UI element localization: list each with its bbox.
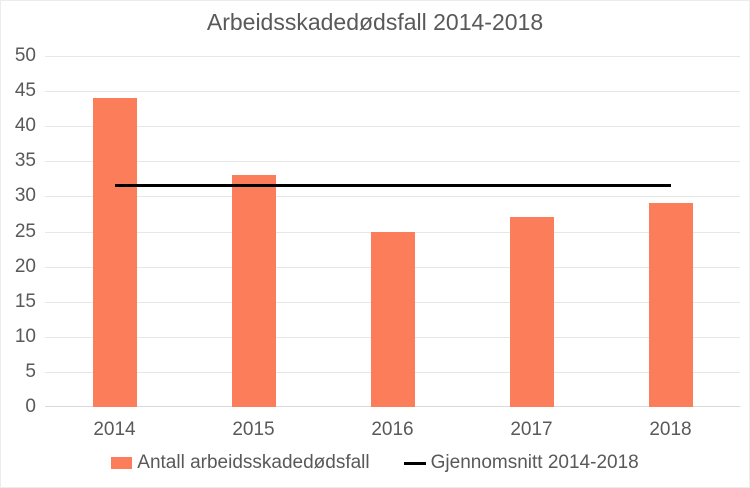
bar-2018: [648, 203, 693, 407]
x-tick-label-2015: 2015: [232, 419, 275, 440]
x-tick-label-2018: 2018: [649, 419, 692, 440]
bar-2016: [370, 231, 415, 407]
plot-area: [45, 56, 740, 407]
gridline-50: [45, 56, 740, 57]
y-tick-label-0: 0: [25, 396, 36, 417]
y-tick-label-50: 50: [14, 45, 36, 66]
y-tick-label-30: 30: [14, 185, 36, 207]
chart-title: Arbeidsskadedødsfall 2014-2018: [206, 9, 544, 35]
y-tick-label-25: 25: [14, 220, 36, 242]
x-axis: 2014 2015 2016 2017 2018: [45, 417, 740, 443]
legend-bar-swatch-icon: [111, 457, 133, 469]
gridline-45: [45, 91, 740, 93]
legend: Antall arbeidsskadedødsfall Gjennomsnitt…: [0, 452, 750, 474]
bar-2015: [231, 175, 276, 407]
x-tick-label-2016: 2016: [371, 419, 414, 440]
y-tick-label-40: 40: [14, 115, 36, 137]
gridline-35: [45, 161, 740, 163]
y-tick-label-5: 5: [25, 360, 36, 382]
legend-bar-label: Antall arbeidsskadedødsfall: [137, 452, 370, 473]
x-tick-label-2014: 2014: [93, 419, 136, 440]
x-tick-label-2017: 2017: [510, 419, 553, 440]
bar-2014: [92, 98, 137, 407]
gridline-30: [45, 196, 740, 198]
gridline-40: [45, 126, 740, 128]
legend-item-bars: Antall arbeidsskadedødsfall: [111, 452, 370, 474]
y-tick-label-45: 45: [14, 80, 36, 102]
y-tick-label-15: 15: [14, 290, 36, 312]
y-tick-label-20: 20: [14, 255, 36, 277]
legend-average-label: Gjennomsnitt 2014-2018: [430, 452, 639, 473]
legend-item-average: Gjennomsnitt 2014-2018: [403, 452, 639, 474]
bar-2017: [509, 217, 554, 407]
legend-line-swatch-icon: [403, 461, 426, 465]
y-tick-label-10: 10: [14, 325, 36, 347]
y-tick-label-35: 35: [14, 150, 36, 172]
y-axis: 0 5 10 15 20 25 30 35 40 45 50: [0, 45, 36, 417]
average-line: [114, 183, 671, 187]
